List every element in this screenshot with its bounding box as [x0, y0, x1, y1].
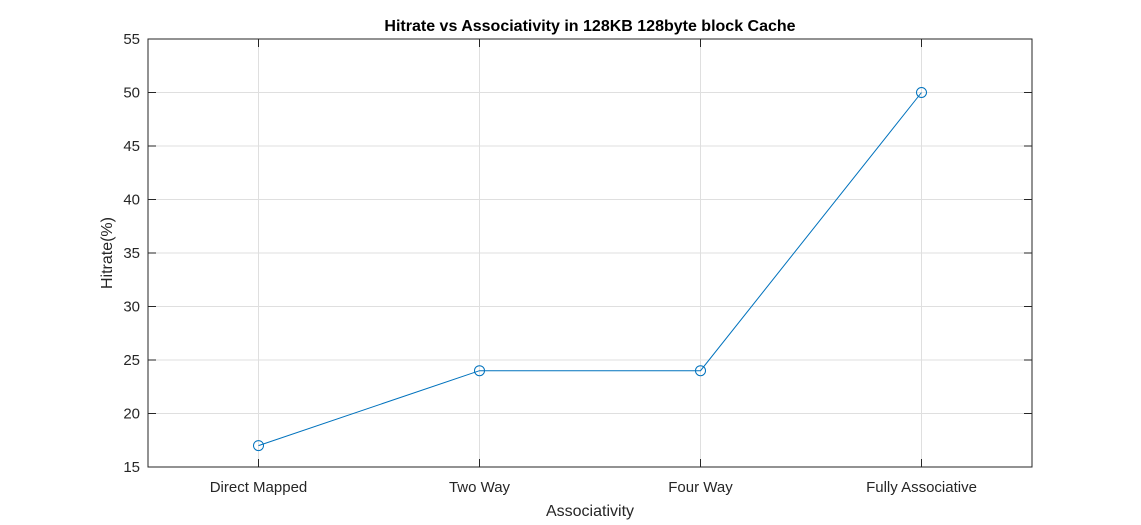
x-axis: Direct Mapped Two Way Four Way Fully Associ…: [210, 39, 977, 496]
series-line: [258, 92, 922, 447]
y-tick-label: 45: [123, 138, 140, 155]
y-axis-label: Hitrate(%): [99, 217, 116, 289]
grid-lines: [148, 38, 1032, 468]
x-tick-label: Two Way: [449, 479, 511, 496]
data-point-marker: [916, 87, 927, 98]
y-tick-label: 35: [123, 245, 140, 262]
y-tick-label: 25: [123, 352, 140, 369]
y-tick-label: 15: [123, 459, 140, 476]
x-tick-label: Four Way: [668, 479, 733, 496]
x-tick-label: Fully Associative: [866, 479, 977, 496]
x-axis-label: Associativity: [546, 503, 634, 520]
y-tick-label: 50: [123, 85, 140, 102]
x-tick-label: Direct Mapped: [210, 479, 308, 496]
y-tick-label: 40: [123, 192, 140, 209]
data-point-marker: [474, 365, 485, 377]
data-point-marker: [253, 440, 264, 452]
series-group: [253, 87, 927, 452]
y-tick-label: 55: [123, 31, 140, 48]
y-tick-label: 30: [123, 299, 140, 316]
y-tick-label: 20: [123, 406, 140, 423]
y-axis: 15 20 25 30 35 40 45 50 55: [123, 31, 1032, 476]
data-point-marker: [695, 365, 706, 377]
chart-title: Hitrate vs Associativity in 128KB 128byt…: [384, 18, 795, 35]
